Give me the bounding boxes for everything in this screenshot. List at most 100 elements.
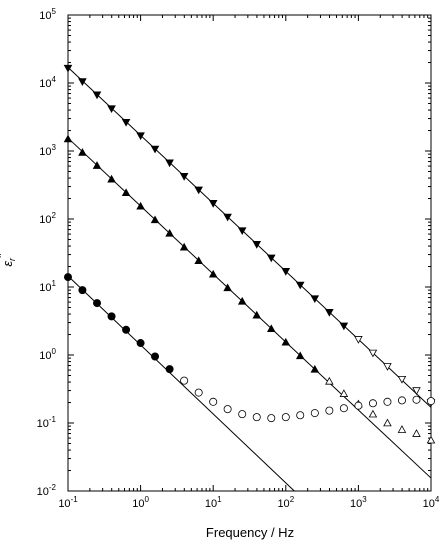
y-axis-label-sup: " bbox=[0, 253, 10, 258]
y-tick-label-exp: 0 bbox=[52, 347, 57, 356]
data-point-triangle-down bbox=[223, 213, 232, 222]
data-point-triangle-up bbox=[310, 364, 320, 373]
data-point-triangle-up bbox=[92, 161, 102, 169]
data-point-circle bbox=[136, 339, 145, 348]
data-point-circle bbox=[397, 396, 406, 405]
x-tick-label-base: 10 bbox=[205, 498, 217, 510]
y-axis-label-sub: r bbox=[7, 257, 17, 261]
data-point-circle bbox=[412, 395, 421, 404]
x-tick-label-exp: -1 bbox=[71, 495, 79, 504]
data-point-circle bbox=[252, 413, 261, 422]
data-point-triangle-down bbox=[208, 200, 218, 208]
data-point-triangle-down bbox=[325, 308, 334, 317]
data-point-triangle-down bbox=[383, 363, 392, 371]
y-tick-label-base: 10 bbox=[39, 146, 51, 158]
x-axis-label: Frequency / Hz bbox=[206, 525, 294, 540]
data-point-triangle-up bbox=[267, 324, 276, 333]
y-tick-label-base: 10 bbox=[39, 78, 51, 90]
y-tick-label: 10-1 bbox=[37, 415, 57, 430]
data-point-triangle-down bbox=[412, 387, 421, 395]
data-point-triangle-up bbox=[179, 242, 189, 251]
data-point-circle bbox=[209, 397, 218, 406]
data-point-circle bbox=[426, 397, 435, 406]
data-point-circle bbox=[238, 410, 247, 419]
data-point-circle bbox=[180, 376, 189, 385]
data-point-triangle-down bbox=[354, 336, 363, 344]
data-point-triangle-up bbox=[63, 134, 73, 143]
data-point-triangle-down bbox=[237, 227, 247, 236]
x-tick-label-base: 10 bbox=[423, 498, 435, 510]
x-tick-label-base: 10 bbox=[350, 498, 362, 510]
y-tick-label-base: 10 bbox=[39, 282, 51, 294]
y-tick-label: 10-2 bbox=[37, 483, 57, 498]
data-point-triangle-up bbox=[223, 283, 232, 292]
data-point-circle bbox=[267, 414, 276, 423]
data-point-triangle-up bbox=[121, 188, 131, 197]
data-point-triangle-up bbox=[78, 148, 87, 156]
data-point-circle bbox=[165, 365, 174, 374]
y-tick-label-exp: 5 bbox=[52, 7, 57, 16]
data-point-triangle-up bbox=[237, 296, 247, 305]
data-point-circle bbox=[354, 401, 363, 410]
plot-area: 10-1 100 101 102 103 10410-210-11001011021031… bbox=[37, 7, 440, 510]
data-point-triangle-up bbox=[325, 376, 334, 385]
y-tick-label-base: 10 bbox=[39, 214, 51, 226]
y-tick-label-base: 10 bbox=[37, 486, 49, 498]
x-tick-label: 100 bbox=[132, 495, 149, 510]
fit-line bbox=[67, 137, 432, 479]
x-tick-label: 103 bbox=[350, 495, 367, 510]
data-point-circle bbox=[296, 411, 305, 420]
data-point-triangle-up bbox=[107, 174, 116, 183]
data-point-triangle-down bbox=[78, 78, 87, 86]
data-point-triangle-up bbox=[208, 269, 218, 278]
data-point-triangle-down bbox=[121, 118, 131, 127]
data-point-triangle-up bbox=[383, 418, 392, 427]
y-tick-label-exp: 1 bbox=[52, 279, 57, 288]
x-axis-title: Frequency / Hz bbox=[206, 525, 294, 540]
data-point-triangle-down bbox=[281, 268, 291, 276]
data-point-triangle-up bbox=[412, 429, 421, 437]
data-point-circle bbox=[194, 388, 203, 397]
data-point-triangle-down bbox=[252, 240, 262, 249]
data-point-triangle-down bbox=[165, 159, 174, 168]
y-tick-label-base: 10 bbox=[39, 350, 51, 362]
data-point-triangle-up bbox=[150, 215, 160, 224]
data-point-triangle-down bbox=[397, 375, 407, 384]
y-tick-label-exp: 3 bbox=[52, 143, 57, 152]
x-tick-label-exp: 1 bbox=[217, 495, 222, 504]
y-tick-label-base: 10 bbox=[39, 10, 51, 22]
y-tick-label: 104 bbox=[39, 75, 56, 90]
data-point-triangle-up bbox=[339, 389, 349, 397]
y-tick-label-base: 10 bbox=[37, 418, 49, 430]
y-tick-label-exp: -2 bbox=[49, 483, 57, 492]
y-tick-label: 103 bbox=[39, 143, 56, 158]
data-point-triangle-down bbox=[179, 172, 189, 181]
x-tick-label-exp: 2 bbox=[290, 495, 295, 504]
data-point-triangle-up bbox=[281, 337, 291, 346]
data-point-circle bbox=[122, 325, 131, 334]
data-point-triangle-down bbox=[267, 254, 276, 263]
y-tick-label-exp: 4 bbox=[52, 75, 57, 84]
data-point-triangle-up bbox=[397, 425, 407, 433]
fit-line bbox=[67, 66, 432, 408]
data-point-triangle-down bbox=[368, 349, 378, 358]
x-tick-label-base: 10 bbox=[132, 498, 144, 510]
data-point-circle bbox=[368, 399, 377, 408]
data-point-triangle-down bbox=[107, 105, 116, 114]
x-tick-label: 101 bbox=[205, 495, 222, 510]
y-tick-label-exp: -1 bbox=[49, 415, 57, 424]
data-point-triangle-down bbox=[339, 322, 349, 331]
x-tick-label-exp: 0 bbox=[144, 495, 149, 504]
data-point-circle bbox=[383, 397, 392, 406]
x-tick-label: 102 bbox=[277, 495, 294, 510]
data-point-triangle-up bbox=[426, 435, 436, 444]
data-point-triangle-up bbox=[165, 228, 174, 237]
data-point-circle bbox=[107, 312, 116, 321]
svg-text:εr": εr" bbox=[0, 253, 17, 267]
data-point-circle bbox=[93, 299, 102, 308]
data-point-triangle-up bbox=[252, 310, 262, 319]
x-tick-label-base: 10 bbox=[58, 498, 70, 510]
x-tick-label-base: 10 bbox=[277, 498, 289, 510]
data-point-circle bbox=[223, 405, 232, 414]
